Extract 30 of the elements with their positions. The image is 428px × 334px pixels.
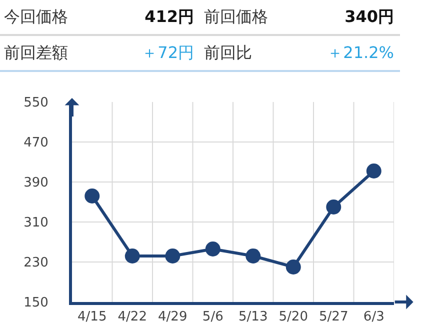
point — [286, 260, 301, 274]
text: 前回差額 — [4, 42, 68, 64]
x-tick-label: 5/13 — [238, 310, 268, 325]
y-tick-label: 550 — [24, 96, 48, 111]
y-tick-label: 310 — [24, 216, 48, 231]
point — [246, 248, 261, 264]
text: ＋72円 — [142, 42, 194, 64]
y-tick-label: 230 — [24, 256, 48, 271]
text: ＋21.2% — [327, 42, 394, 64]
text: 今回価格 — [4, 6, 68, 28]
x-tick-label: 4/29 — [158, 310, 188, 325]
x-tick-label: 4/15 — [78, 310, 107, 325]
y-tick-label: 150 — [24, 296, 48, 311]
x-tick-label: 4/22 — [118, 310, 147, 325]
text: 340円 — [344, 6, 394, 28]
text: 前回価格 — [204, 6, 268, 28]
y-tick-label: 470 — [24, 136, 48, 151]
x-tick-label: 6/3 — [363, 310, 384, 325]
text: 412円 — [144, 6, 194, 28]
point — [326, 200, 342, 214]
point — [165, 248, 180, 264]
text: 前回比 — [204, 42, 252, 64]
x-tick-label: 5/27 — [319, 310, 348, 325]
point — [84, 188, 100, 204]
point — [205, 242, 220, 256]
x-tick-label: 5/6 — [202, 310, 224, 325]
point — [124, 248, 140, 264]
y-tick-label: 390 — [24, 176, 48, 191]
point — [366, 164, 382, 178]
x-tick-label: 5/20 — [278, 310, 308, 325]
